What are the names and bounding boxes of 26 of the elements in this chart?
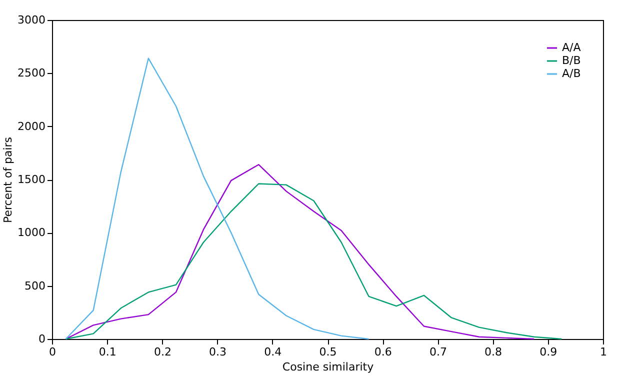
x-tick-label: 0.5 (319, 346, 337, 358)
y-tick-label: 0 (38, 332, 46, 346)
legend-label: B/B (562, 54, 581, 67)
y-tick-label: 2000 (18, 120, 46, 133)
y-tick-label: 3000 (18, 14, 46, 26)
x-tick-label: 0.1 (98, 346, 116, 358)
y-tick-label: 2500 (18, 66, 46, 80)
y-tick-label: 1500 (18, 173, 46, 186)
x-tick-label: 1 (600, 346, 607, 358)
legend-label: A/A (562, 41, 582, 54)
y-tick-label: 500 (24, 279, 46, 292)
x-axis-title: Cosine similarity (282, 360, 374, 374)
x-tick-label: 0.7 (429, 346, 447, 358)
y-tick-label: 1000 (18, 226, 46, 240)
x-tick-label: 0 (49, 346, 56, 358)
y-axis-title: Percent of pairs (2, 136, 15, 224)
x-tick-label: 0.8 (484, 346, 502, 358)
line-series (65, 58, 370, 340)
x-tick-label: 0.6 (374, 346, 392, 358)
legend-label: A/B (562, 67, 581, 80)
line-series (65, 164, 535, 340)
line-series (65, 183, 562, 340)
x-tick-label: 0.3 (209, 346, 227, 358)
x-tick-label: 0.4 (264, 346, 282, 358)
x-tick-label: 0.2 (154, 346, 172, 358)
x-tick-label: 0.9 (540, 346, 558, 358)
